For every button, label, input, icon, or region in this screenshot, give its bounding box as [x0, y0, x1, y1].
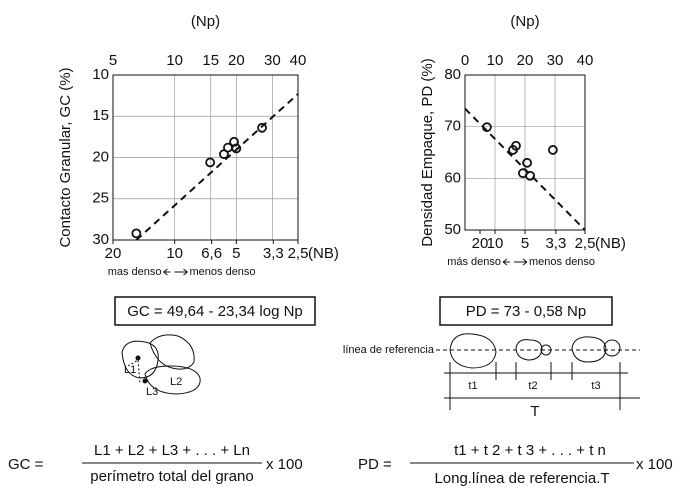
y-tick-label: 20 [92, 148, 109, 165]
direction-arrow [164, 269, 188, 275]
x2-tick-label: 2,5 [288, 245, 309, 262]
y-axis-label: Contacto Granular, GC (%) [57, 67, 74, 247]
segment-label: t1 [468, 380, 477, 392]
grain [150, 335, 194, 369]
x2-tick-label: 5 [521, 235, 529, 252]
x2-axis-label: (NB) [595, 235, 626, 252]
x2-tick-label: 6,6 [201, 245, 222, 262]
segment-label: t2 [528, 380, 537, 392]
x2-tick-label: 10 [487, 235, 504, 252]
x-tick-label: 10 [166, 52, 183, 69]
x-tick-label: 20 [228, 52, 245, 69]
y-axis-label: Densidad Empaque, PD (%) [419, 58, 436, 246]
contact-point [143, 379, 147, 383]
x-tick-label: 40 [290, 52, 307, 69]
equation: GC = 49,64 - 23,34 log Np [127, 303, 303, 320]
direction-label: más denso [447, 256, 501, 268]
x-tick-label: 30 [547, 52, 564, 69]
reference-label: línea de referencia [343, 344, 435, 356]
y-tick-label: 10 [92, 66, 109, 83]
formula-numerator: t1 + t 2 + t 3 + . . . + t n [454, 442, 606, 459]
segment-label: t3 [591, 380, 600, 392]
x-tick-label: 15 [202, 52, 219, 69]
x-tick-label: 30 [264, 52, 281, 69]
y-tick-label: 50 [444, 221, 461, 238]
data-point [523, 159, 531, 167]
figure: L1 L2 L3 línea de referencia t1 t2 t3 T … [0, 0, 688, 490]
y-tick-label: 25 [92, 190, 109, 207]
x2-tick-label: 3,3 [263, 245, 284, 262]
formula-denominator: perímetro total del grano [90, 468, 253, 485]
x2-tick-label: 20 [105, 245, 122, 262]
contact-point [136, 356, 140, 360]
formula-factor: x 100 [266, 456, 303, 473]
y-tick-label: 70 [444, 118, 461, 135]
formula-denominator: Long.línea de referencia.T [434, 470, 609, 487]
x2-tick-label: 10 [166, 245, 183, 262]
x2-tick-label: 2,5 [575, 235, 596, 252]
direction-arrow [503, 259, 527, 265]
x-tick-label: 20 [517, 52, 534, 69]
x2-axis-label: (NB) [308, 245, 339, 262]
y-tick-label: 60 [444, 169, 461, 186]
x2-tick-label: 5 [232, 245, 240, 262]
grain-label: L2 [170, 376, 182, 388]
direction-label: mas denso [108, 266, 162, 278]
x-tick-label: 5 [109, 52, 117, 69]
x-tick-label: 10 [487, 52, 504, 69]
x-axis-label: (Np) [510, 13, 539, 30]
formula-lhs: PD = [358, 456, 392, 473]
y-tick-label: 80 [444, 66, 461, 83]
x-tick-label: 40 [577, 52, 594, 69]
grain-label: L3 [146, 386, 158, 398]
grain [450, 334, 496, 368]
x2-tick-label: 3,3 [545, 235, 566, 252]
grain [604, 340, 620, 356]
formula-numerator: L1 + L2 + L3 + . . . + Ln [94, 442, 250, 459]
data-point [549, 146, 557, 154]
x-axis-label: (Np) [191, 13, 220, 30]
equation: PD = 73 - 0,58 Np [466, 303, 586, 320]
reference-diagram [436, 334, 640, 410]
total-label: T [530, 403, 539, 420]
x-tick-label: 0 [461, 52, 469, 69]
formula-lhs: GC = [8, 456, 44, 473]
direction-label: menos denso [190, 266, 256, 278]
y-tick-label: 15 [92, 107, 109, 124]
trend-line [136, 94, 298, 240]
grain [572, 337, 606, 362]
data-point [206, 158, 214, 166]
direction-label: menos denso [529, 256, 595, 268]
formula-factor: x 100 [636, 456, 673, 473]
grain-label: L1 [124, 364, 136, 376]
